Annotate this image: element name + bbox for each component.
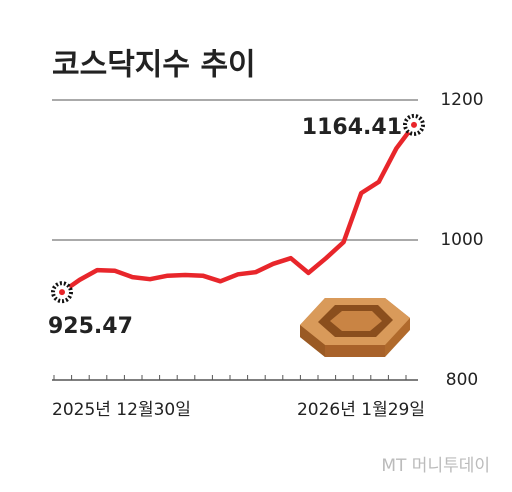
- x-tick-label: 2026년 1월29일: [297, 400, 425, 420]
- data-label: 1164.41: [302, 115, 402, 140]
- y-tick-label: 1000: [440, 230, 483, 250]
- data-label: 925.47: [48, 314, 133, 339]
- end-dot: [59, 289, 65, 296]
- x-tick-label: 2025년 12월30일: [52, 400, 191, 420]
- chart-title: 코스닥지수 추이: [52, 48, 256, 83]
- end-dot: [411, 121, 417, 128]
- source: MT 머니투데이: [381, 456, 490, 476]
- y-tick-label: 1200: [440, 90, 483, 110]
- line: [60, 123, 416, 295]
- y-tick-label: 800: [446, 370, 478, 390]
- illustration: [300, 298, 410, 357]
